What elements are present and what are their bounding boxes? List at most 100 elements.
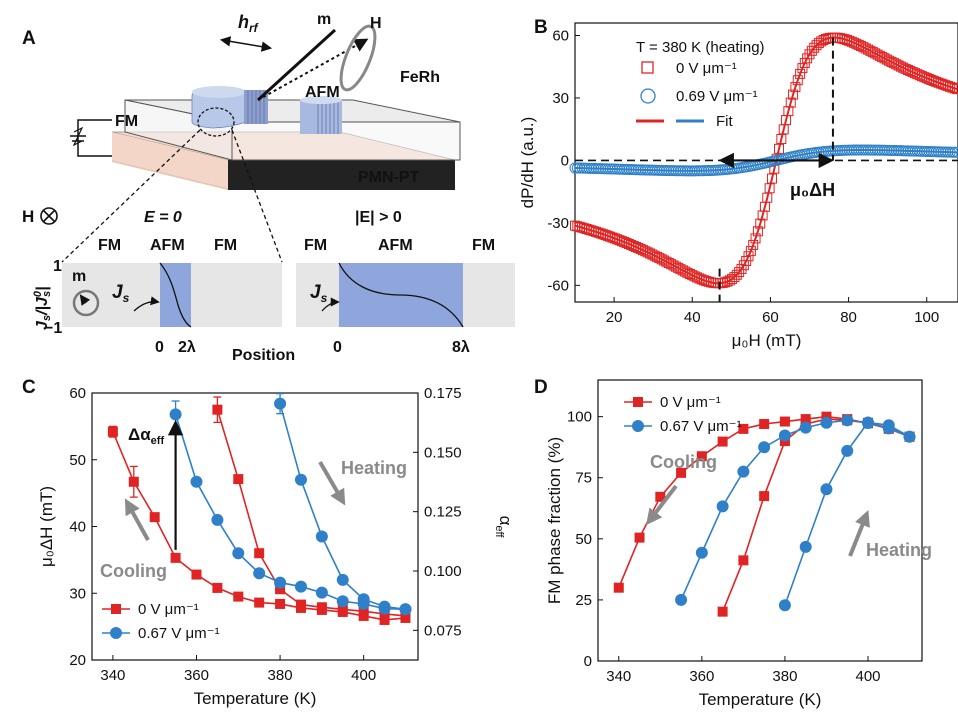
fit-line-0v	[574, 36, 958, 285]
ytick-minus1: −1	[44, 320, 62, 337]
panel-label-c: C	[22, 377, 36, 398]
data-point-067v-heating	[882, 419, 895, 432]
moment-circle-icon	[72, 289, 100, 317]
data-point-0v-heating	[337, 604, 348, 615]
data-point-067v-heating	[820, 483, 833, 496]
c-delta-alpha: Δαeff	[128, 425, 164, 447]
y-tick-label: 60	[69, 385, 86, 402]
data-point-067v-cooling	[758, 441, 771, 454]
b-condition: T = 380 K (heating)	[636, 39, 765, 56]
data-point-0v-cooling	[613, 582, 624, 593]
b-legend-0v: 0 V μm⁻¹	[676, 60, 737, 77]
x-axis-label: Temperature (K)	[699, 690, 822, 709]
data-point-0v-cooling	[254, 597, 265, 608]
panel-label-d: D	[534, 377, 548, 398]
legend-marker-0v	[111, 604, 121, 614]
data-point-0v-heating	[358, 606, 369, 617]
y-tick-label: 40	[69, 519, 86, 536]
ferh-side-face	[231, 121, 461, 161]
js-profile-right	[338, 262, 464, 328]
data-point-067v-cooling	[274, 576, 287, 589]
b-legend-marker-0v	[641, 61, 654, 74]
data-point-0v	[750, 233, 761, 244]
data-point-0v-cooling	[275, 598, 286, 609]
js-pointer-left	[133, 296, 160, 312]
panel-b: B 20 40 60 80 100 60 30 0 -30 -60 μ₀H (mT) dP/dH (a…	[518, 17, 958, 350]
data-point-0v-cooling	[191, 569, 202, 580]
c-cooling-label: Cooling	[100, 561, 167, 581]
y-tick-label: 60	[552, 27, 569, 44]
y-axis-label: dP/dH (a.u.)	[518, 117, 537, 209]
region-fm-2: FM	[214, 237, 237, 254]
pmnpt-front-face	[112, 132, 228, 188]
b-legend-069v: 0.69 V μm⁻¹	[676, 88, 758, 105]
data-point-0v	[952, 84, 958, 95]
position-label: Position	[232, 347, 295, 364]
chart-c: 340 360 380 400 20 30 40 50 60 Temperature (K) μ₀Δ…	[37, 385, 515, 708]
voltage-source-icon	[70, 119, 112, 157]
region-fm-3: FM	[304, 237, 327, 254]
x-axis-label: Temperature (K)	[194, 689, 317, 708]
data-point-0v-cooling	[212, 582, 223, 593]
data-point-0v-cooling	[170, 552, 181, 563]
data-point-0v-cooling	[128, 476, 139, 487]
data-point-067v-heating	[778, 599, 791, 612]
data-point-0v-heating	[738, 555, 749, 566]
data-point-0v	[788, 89, 799, 100]
data-point-067v-cooling	[778, 429, 791, 442]
chart-b: 20 40 60 80 100 60 30 0 -30 -60 μ₀H (mT) dP/dH (a.u…	[518, 22, 958, 350]
data-point-067v-heating	[315, 530, 328, 543]
pos-2lambda: 2λ	[178, 339, 196, 356]
line-0v-heating	[216, 409, 406, 617]
x-tick-label: 380	[772, 668, 797, 685]
data-point-0v-heating	[295, 599, 306, 610]
x-tick-label: 380	[268, 667, 293, 684]
data-point-0v-heating	[316, 602, 327, 613]
data-point-067v-cooling	[169, 408, 182, 421]
y-tick-label: 30	[69, 585, 86, 602]
data-point-067v-cooling	[211, 513, 224, 526]
pos-8lambda: 8λ	[452, 339, 470, 356]
y2-axis-label: αeff	[493, 516, 515, 539]
data-point-0v-cooling	[759, 418, 770, 429]
x-tick-label: 340	[606, 668, 631, 685]
hrf-label: hrf	[238, 12, 259, 35]
data-point-067v-cooling	[716, 500, 729, 513]
panel-c: C 340 360 380 400 20 30 40 50 60 Temperature (K) μ…	[22, 377, 515, 708]
region-fm-4: FM	[472, 237, 495, 254]
data-point-067v-cooling	[315, 586, 328, 599]
e-nonzero-label: |E| > 0	[355, 209, 402, 226]
data-point-0v	[790, 82, 801, 93]
y-tick-label: 30	[552, 90, 569, 107]
js-norm-ylabel: Js/|J0s|	[32, 286, 53, 330]
data-point-0v-heating	[400, 610, 411, 621]
into-page-icon	[40, 207, 58, 225]
y2-tick-label: 0.150	[424, 444, 462, 461]
data-point-067v-heating	[399, 603, 412, 616]
pos-0-right: 0	[333, 339, 342, 356]
y-tick-label: 25	[575, 592, 592, 609]
data-point-0v	[752, 226, 763, 237]
zoom-line-right	[231, 129, 283, 263]
b-legend-fit: Fit	[716, 113, 733, 130]
data-point-0v	[748, 239, 759, 250]
y-tick-label: 0	[584, 653, 592, 670]
y-axis-label: FM phase fraction (%)	[545, 437, 564, 604]
data-point-0v-cooling	[634, 532, 645, 543]
plot-frame	[597, 379, 923, 662]
data-point-067v-heating	[799, 540, 812, 553]
h-label: H	[370, 15, 382, 32]
data-point-0v-heating	[275, 584, 286, 595]
data-point-0v	[795, 68, 806, 79]
c-heating-label: Heating	[341, 458, 407, 478]
d-cooling-label: Cooling	[650, 452, 717, 472]
pmnpt-side-face	[228, 160, 455, 190]
y-tick-label: -30	[547, 215, 569, 232]
x-tick-label: 60	[762, 309, 779, 326]
c-heating-arrow	[318, 460, 346, 506]
data-point-0v-cooling	[233, 591, 244, 602]
m-label: m	[317, 11, 331, 28]
data-point-067v-heating	[357, 593, 370, 606]
data-point-067v-cooling	[841, 414, 854, 427]
